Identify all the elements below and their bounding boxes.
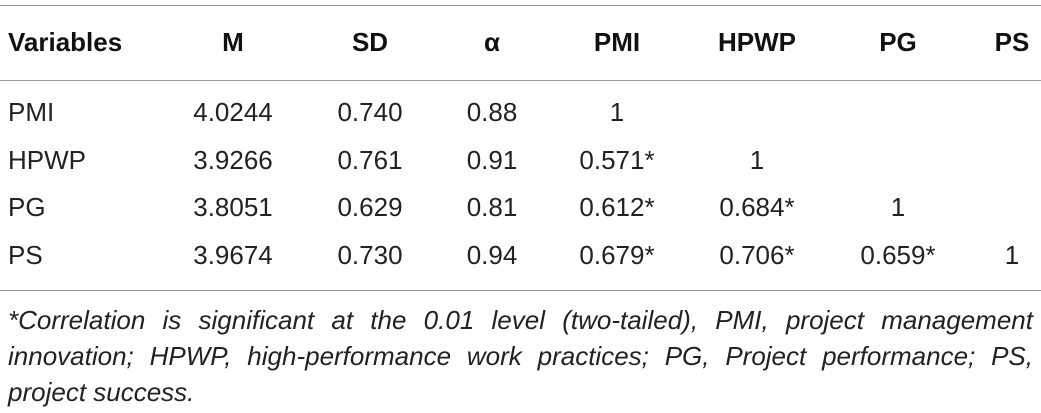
table-cell: 0.81 — [466, 192, 518, 222]
table-cell: 0.761 — [337, 144, 403, 175]
table-cell: 0.629 — [337, 192, 403, 222]
column-header: SD — [351, 27, 389, 57]
row-label: PG — [8, 192, 46, 222]
table-cell: 1 — [609, 97, 625, 127]
column-header: M — [222, 27, 244, 57]
table-cell: 3.9674 — [193, 239, 273, 270]
table-cell: 0.94 — [466, 239, 518, 270]
table-cell: 3.9266 — [193, 144, 273, 175]
column-header: PMI — [593, 27, 641, 57]
table-cell: 1 — [1004, 239, 1020, 270]
table-cell: 4.0244 — [193, 97, 273, 127]
table-cell: 0.684* — [719, 192, 795, 222]
table-cell: 0.612* — [579, 192, 655, 222]
header-rule — [0, 80, 1041, 81]
footnote: *Correlation is significant at the 0.01 … — [8, 305, 1033, 407]
table-cell: 1 — [890, 192, 906, 222]
table-cell: 0.740 — [337, 97, 403, 127]
table-cell: 0.571* — [579, 144, 655, 175]
row-label: HPWP — [8, 144, 86, 175]
column-header: PS — [994, 27, 1030, 57]
column-header: PG — [879, 27, 917, 57]
bottom-rule — [0, 290, 1041, 291]
table-cell: 1 — [749, 144, 765, 175]
row-label: PS — [8, 239, 43, 270]
table-cell: 0.706* — [719, 239, 795, 270]
top-rule — [0, 5, 1041, 6]
row-label: PMI — [8, 97, 55, 127]
table-cell: 0.659* — [860, 239, 936, 270]
table-cell: 0.730 — [337, 239, 403, 270]
table-cell: 0.88 — [466, 97, 518, 127]
column-header: α — [484, 27, 500, 57]
table-cell: 0.91 — [466, 144, 518, 175]
column-header: HPWP — [718, 27, 796, 57]
table-cell: 0.679* — [579, 239, 655, 270]
column-header: Variables — [8, 27, 123, 57]
table-cell: 3.8051 — [193, 192, 273, 222]
